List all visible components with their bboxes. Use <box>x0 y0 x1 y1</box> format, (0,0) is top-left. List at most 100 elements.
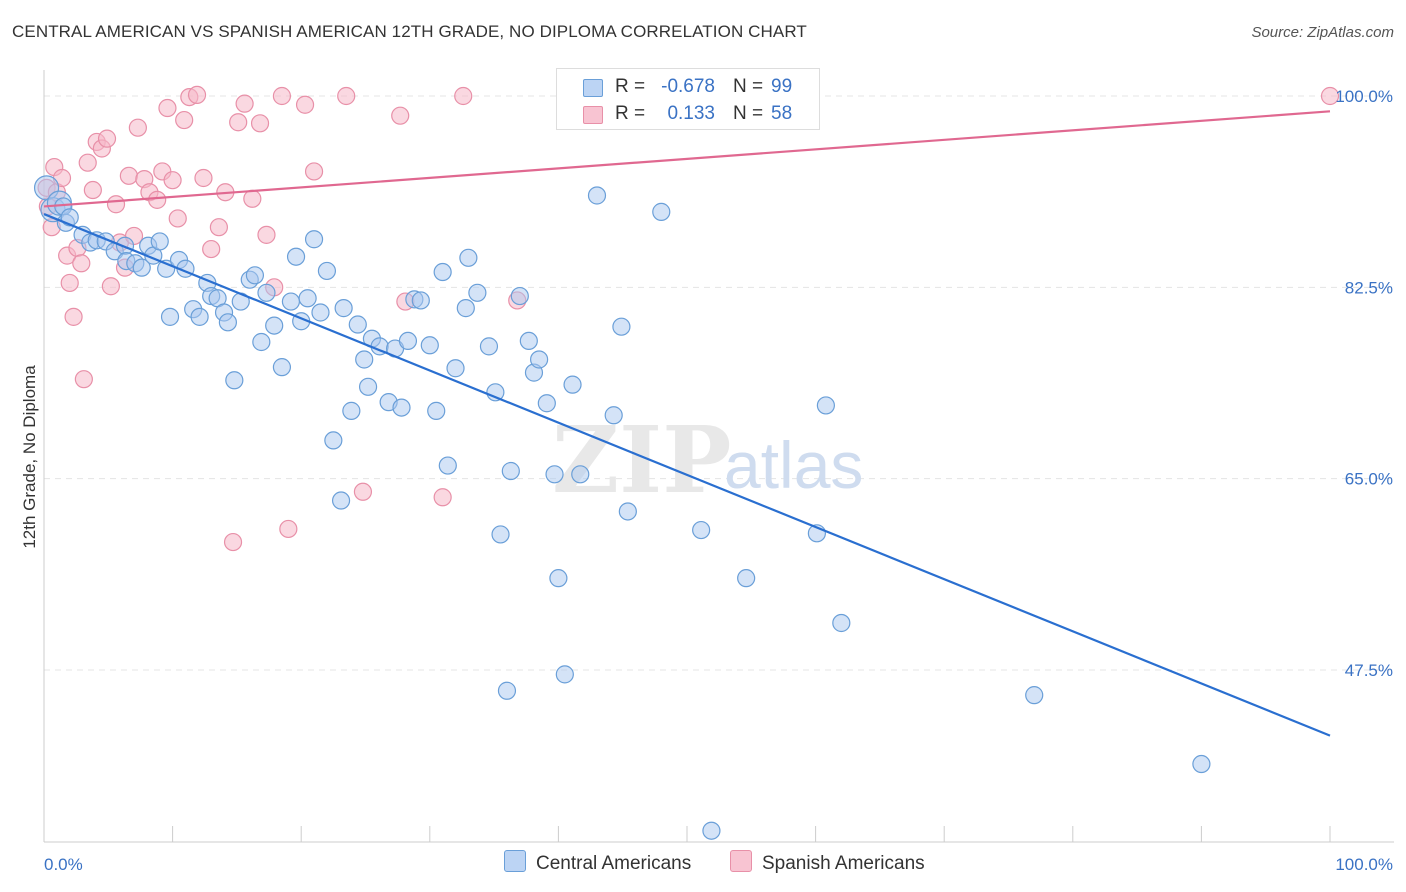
data-point-central-americans <box>468 283 487 302</box>
data-point-central-americans <box>702 821 721 840</box>
y-tick-label: 100.0% <box>1335 87 1393 106</box>
legend-item-central-americans: Central Americans <box>504 850 691 875</box>
data-point-central-americans <box>304 230 324 249</box>
y-tick-label: 65.0% <box>1345 470 1393 489</box>
legend-label-spanish-americans: Spanish Americans <box>762 853 925 874</box>
watermark: ZIP atlas <box>552 406 863 514</box>
data-point-central-americans <box>60 208 79 227</box>
data-point-spanish-americans <box>337 86 356 106</box>
watermark-atlas: atlas <box>724 428 863 502</box>
legend-n-label: N = <box>733 76 764 97</box>
data-point-spanish-americans <box>72 254 91 273</box>
legend-n-value: 99 <box>771 76 793 97</box>
series-legend: Central Americans Spanish Americans <box>0 850 1406 880</box>
data-point-central-americans <box>392 398 411 417</box>
data-point-spanish-americans <box>163 171 182 190</box>
data-point-central-americans <box>355 350 374 369</box>
data-point-central-americans <box>218 313 237 332</box>
legend-row-central: R = -0.678 N = 99 <box>557 73 819 101</box>
data-point-central-americans <box>618 502 637 521</box>
data-point-central-americans <box>427 401 446 420</box>
trend-lines <box>43 110 1331 737</box>
legend-r-label: R = <box>615 76 646 97</box>
data-point-central-americans <box>446 359 465 378</box>
data-point-central-americans <box>816 396 835 415</box>
data-point-central-americans <box>563 375 582 394</box>
data-point-spanish-americans <box>223 532 243 552</box>
data-point-central-americans <box>1025 686 1044 705</box>
data-point-central-americans <box>358 377 378 396</box>
data-point-central-americans <box>265 316 284 335</box>
series-central-americans <box>33 175 1211 840</box>
data-point-spanish-americans <box>175 110 194 130</box>
data-point-spanish-americans <box>168 209 187 228</box>
data-point-central-americans <box>545 465 564 484</box>
data-point-spanish-americans <box>128 118 147 137</box>
data-point-spanish-americans <box>243 189 262 208</box>
data-point-central-americans <box>571 465 590 484</box>
data-point-central-americans <box>150 232 169 251</box>
data-point-spanish-americans <box>101 277 120 296</box>
data-point-central-americans <box>311 303 330 322</box>
source-label: Source: ZipAtlas.com <box>1251 24 1394 41</box>
data-point-central-americans <box>549 569 568 588</box>
data-point-spanish-americans <box>64 307 83 326</box>
data-point-spanish-americans <box>272 86 292 106</box>
data-point-central-americans <box>501 461 520 481</box>
data-point-spanish-americans <box>433 488 452 507</box>
data-point-spanish-americans <box>454 86 473 106</box>
axes <box>43 70 1394 843</box>
data-point-central-americans <box>281 292 301 311</box>
data-point-spanish-americans <box>106 195 126 214</box>
data-point-spanish-americans <box>229 113 248 132</box>
data-point-central-americans <box>225 371 244 390</box>
data-point-spanish-americans <box>187 85 207 105</box>
data-point-spanish-americans <box>391 106 410 125</box>
legend-swatch-blue <box>504 850 526 872</box>
data-point-central-americans <box>252 332 271 352</box>
data-point-central-americans <box>537 394 556 413</box>
data-point-central-americans <box>190 307 209 326</box>
legend-label-central-americans: Central Americans <box>536 853 692 874</box>
data-point-spanish-americans <box>295 95 315 114</box>
data-point-spanish-americans <box>194 168 213 188</box>
legend-r-label: R = <box>615 103 646 124</box>
data-point-central-americans <box>160 307 180 326</box>
data-point-central-americans <box>456 299 475 318</box>
legend-r-value: 0.133 <box>667 103 715 124</box>
data-point-spanish-americans <box>148 190 167 209</box>
data-point-central-americans <box>510 286 529 306</box>
data-point-spanish-americans <box>78 153 97 172</box>
data-point-central-americans <box>832 613 851 633</box>
data-point-spanish-americans <box>158 98 177 118</box>
data-point-spanish-americans <box>1320 86 1340 106</box>
legend-swatch-pink <box>583 106 603 124</box>
data-point-central-americans <box>331 491 351 510</box>
data-point-spanish-americans <box>60 273 79 293</box>
data-point-spanish-americans <box>250 114 270 133</box>
data-point-central-americans <box>530 350 549 369</box>
data-point-central-americans <box>334 299 353 318</box>
data-point-central-americans <box>497 681 517 700</box>
watermark-zip: ZIP <box>552 406 731 514</box>
data-point-central-americans <box>348 315 367 334</box>
y-tick-label: 47.5% <box>1345 661 1393 680</box>
data-point-spanish-americans <box>74 370 93 389</box>
data-point-central-americans <box>737 569 756 588</box>
legend-row-spanish: R = 0.133 N = 58 <box>557 100 819 128</box>
data-point-spanish-americans <box>209 218 228 237</box>
data-point-central-americans <box>433 262 452 282</box>
legend-n-label: N = <box>733 103 764 124</box>
data-point-spanish-americans <box>304 162 324 181</box>
data-point-spanish-americans <box>279 519 298 539</box>
chart-title: CENTRAL AMERICAN VS SPANISH AMERICAN 12T… <box>12 22 807 41</box>
data-point-spanish-americans <box>97 129 117 148</box>
y-axis-label: 12th Grade, No Diploma <box>20 365 39 549</box>
trend-line-central-americans <box>43 213 1331 737</box>
data-point-spanish-americans <box>353 482 373 501</box>
data-point-central-americans <box>491 525 510 544</box>
data-point-central-americans <box>398 331 418 351</box>
data-point-spanish-americans <box>257 225 276 244</box>
x-tick-label: 0.0% <box>44 855 83 874</box>
